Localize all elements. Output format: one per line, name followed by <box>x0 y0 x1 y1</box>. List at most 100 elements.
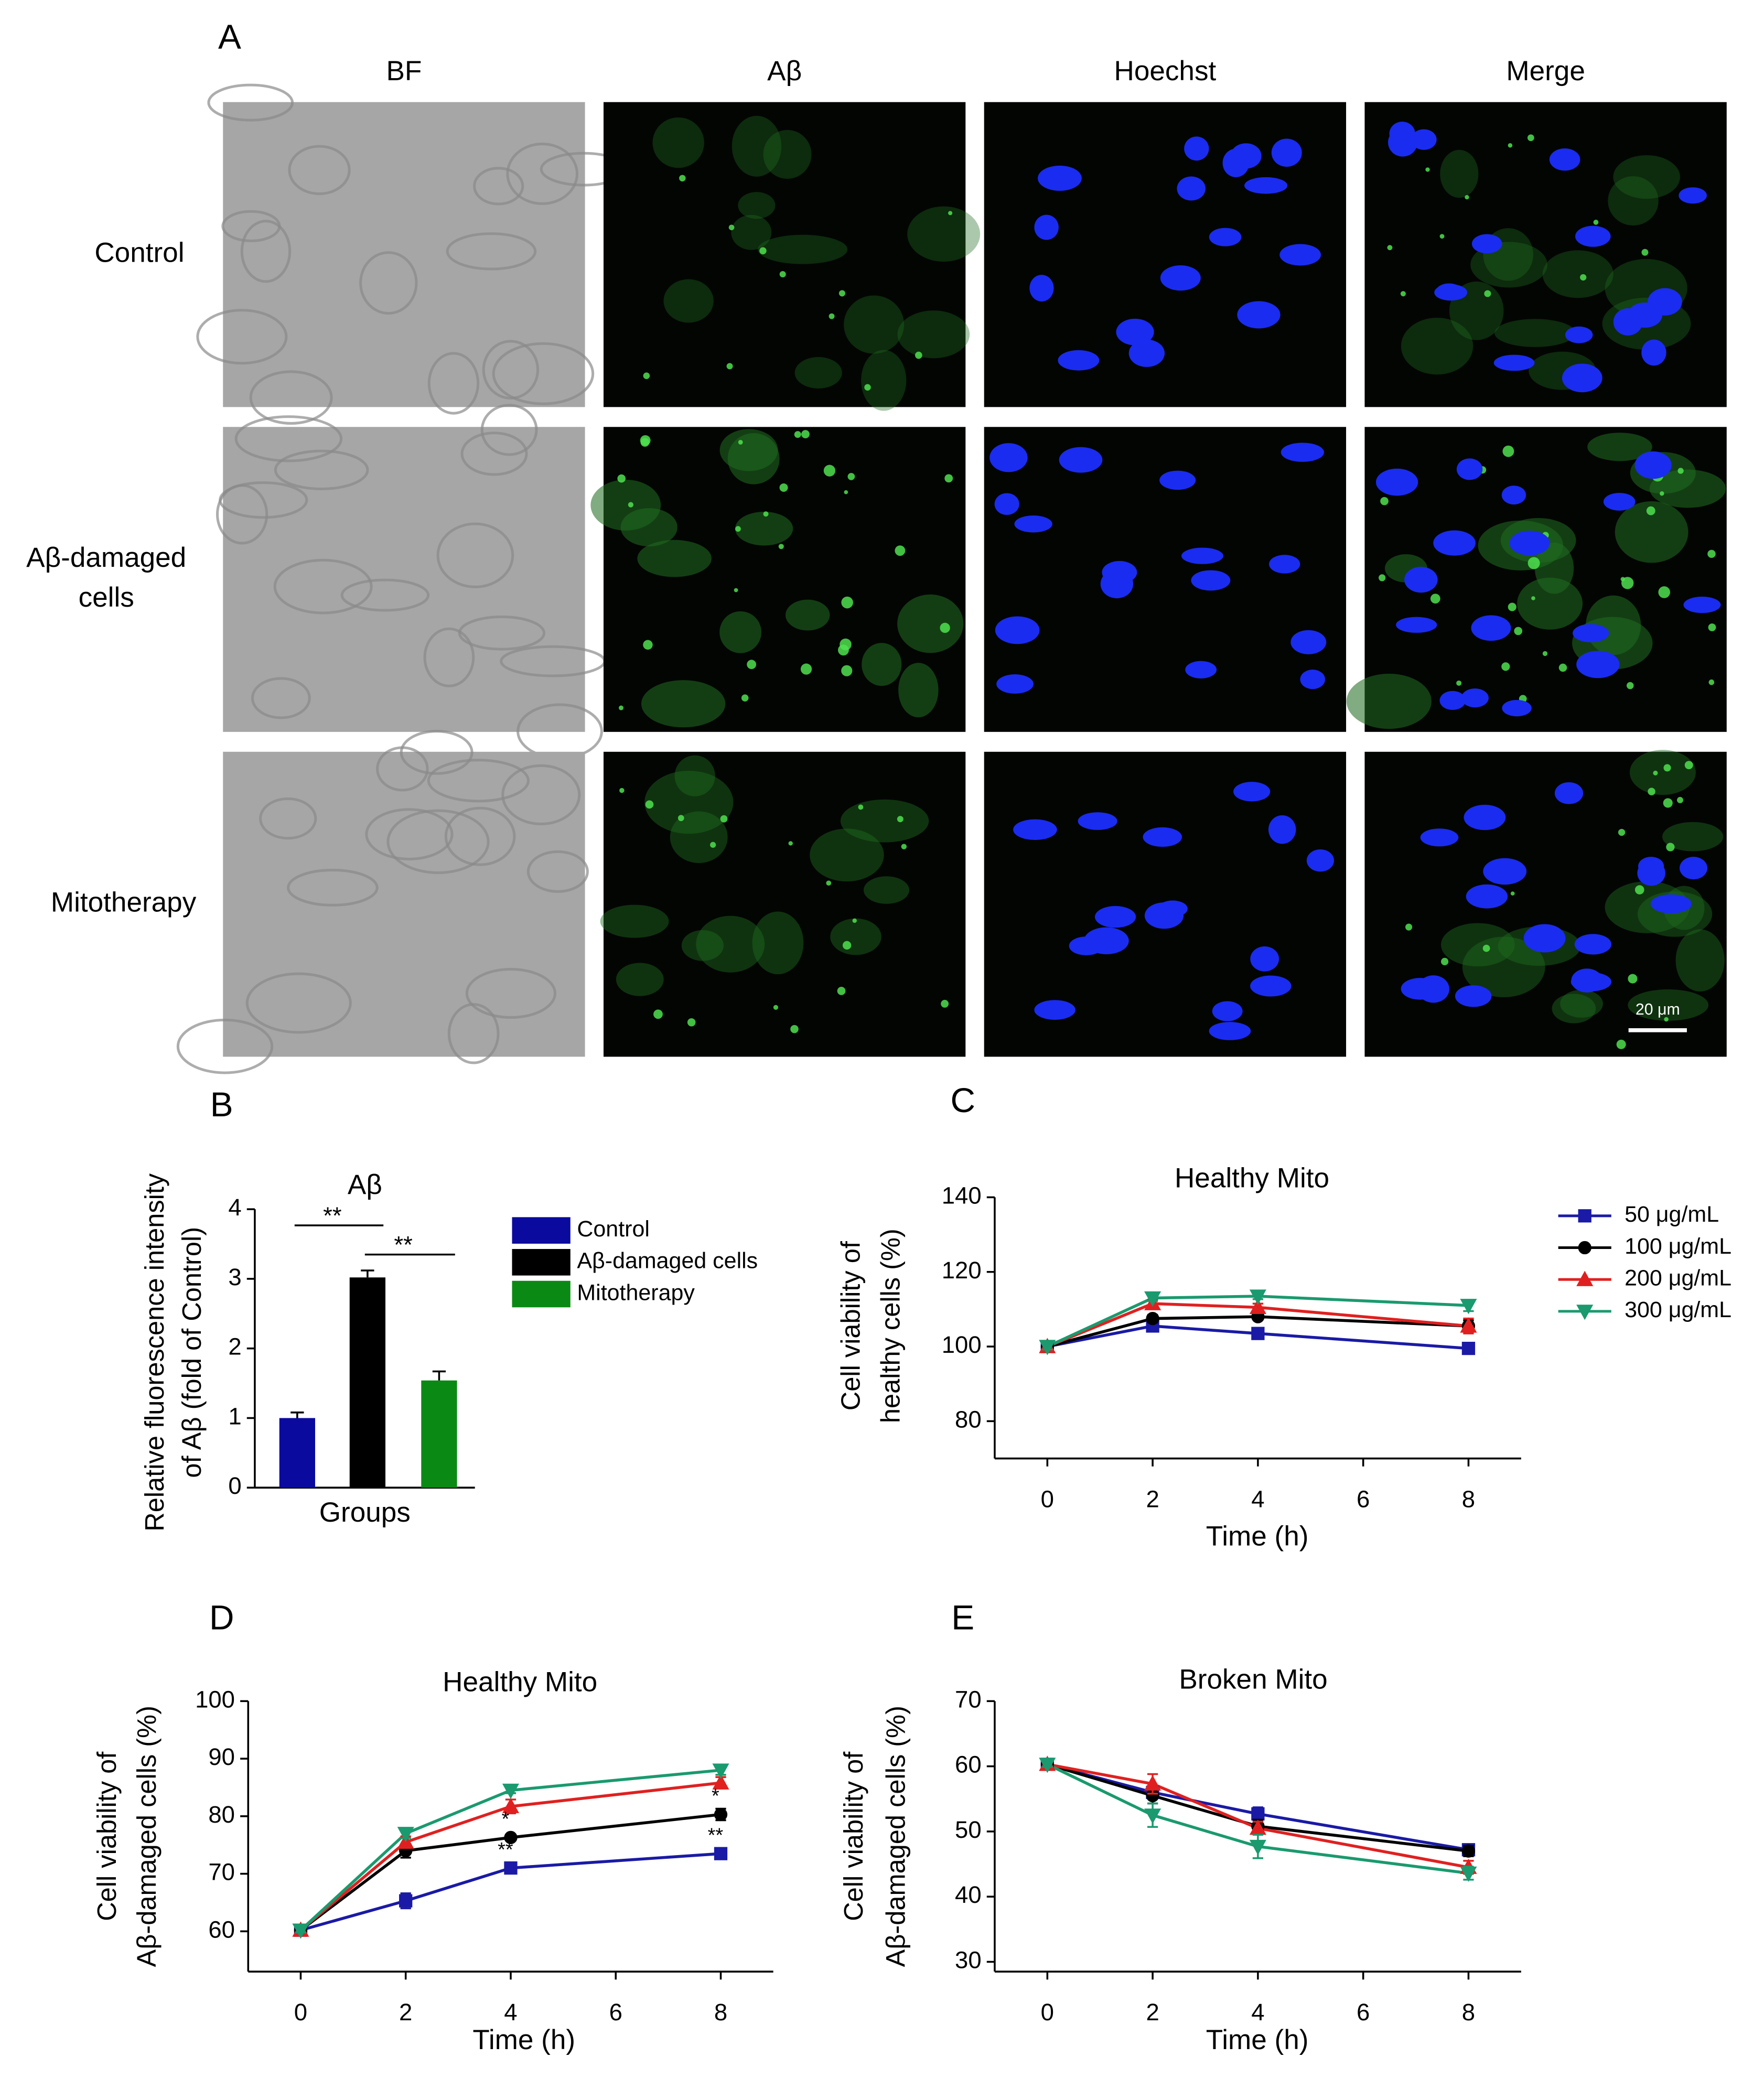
y-axis-label: Aβ-damaged cells (%) <box>881 1706 911 1967</box>
column-header: Merge <box>1506 56 1585 87</box>
puncta <box>1663 764 1671 772</box>
x-tick-label: 4 <box>504 1999 517 2026</box>
nucleus <box>1456 458 1483 480</box>
nucleus <box>1483 858 1527 885</box>
puncta <box>747 660 757 670</box>
cell-body <box>735 511 793 546</box>
cell-body <box>794 357 842 389</box>
series-line <box>1047 1763 1469 1852</box>
puncta <box>735 526 741 532</box>
cell-body <box>1440 923 1515 967</box>
cell-body <box>674 755 715 796</box>
nucleus <box>1058 350 1100 371</box>
nucleus <box>1013 819 1057 841</box>
nucleus <box>1177 176 1206 201</box>
puncta <box>1663 798 1673 808</box>
cell-body <box>652 117 704 168</box>
marker <box>714 1847 728 1860</box>
x-tick-label: 0 <box>1041 1486 1054 1513</box>
puncta <box>1677 796 1683 803</box>
nucleus <box>1434 284 1468 301</box>
cell-body <box>1615 501 1688 563</box>
marker <box>502 1797 520 1813</box>
nucleus <box>1209 1021 1251 1040</box>
error-bar <box>432 1370 446 1381</box>
x-tick-label: 4 <box>1251 1999 1264 2026</box>
cell-outline <box>287 868 379 907</box>
cell-body <box>1675 929 1725 992</box>
marker <box>714 1807 728 1822</box>
nucleus <box>1404 567 1438 593</box>
cell-body <box>897 594 964 653</box>
y-tick-label: 3 <box>228 1264 241 1290</box>
puncta <box>1528 557 1540 569</box>
marker <box>397 1827 414 1843</box>
nucleus <box>1502 699 1532 717</box>
cell-body <box>616 963 664 996</box>
series-line <box>299 1769 721 1932</box>
cell-body <box>1587 433 1652 461</box>
puncta <box>1484 290 1491 297</box>
x-tick-label: 8 <box>714 1999 727 2026</box>
micrograph <box>1364 102 1727 407</box>
y-tick-label: 140 <box>942 1182 982 1209</box>
puncta <box>901 844 907 849</box>
puncta <box>1502 445 1514 457</box>
puncta <box>1677 468 1684 474</box>
nucleus <box>1575 225 1611 247</box>
puncta <box>1708 679 1715 685</box>
nucleus <box>1461 688 1489 708</box>
legend-label: 50 μg/mL <box>1625 1202 1719 1227</box>
nucleus <box>1650 894 1692 913</box>
puncta <box>1425 167 1430 172</box>
x-tick-label: 8 <box>1462 1999 1475 2026</box>
legend-swatch <box>512 1280 571 1308</box>
row-label: cells <box>79 582 134 613</box>
marker <box>1460 1299 1477 1315</box>
nucleus <box>1159 470 1196 490</box>
puncta <box>653 1009 663 1019</box>
cell-body <box>830 918 881 955</box>
cell-body <box>785 599 830 631</box>
y-tick-label: 60 <box>955 1751 982 1778</box>
nucleus <box>1455 985 1492 1007</box>
y-tick-label: 0 <box>228 1472 241 1499</box>
puncta <box>844 490 848 494</box>
micrograph <box>223 102 585 407</box>
puncta <box>1707 550 1716 558</box>
puncta <box>643 372 650 379</box>
puncta <box>759 247 767 255</box>
nucleus <box>1396 617 1437 633</box>
marker <box>1461 1341 1476 1355</box>
puncta <box>1482 944 1490 952</box>
puncta <box>895 545 906 556</box>
nucleus <box>1439 691 1466 710</box>
y-tick-label: 70 <box>955 1686 982 1712</box>
cell-outline <box>240 220 292 283</box>
x-tick-label: 8 <box>1462 1486 1475 1513</box>
nucleus <box>1562 363 1602 393</box>
cell-body <box>1534 542 1574 594</box>
nucleus <box>1014 515 1052 533</box>
cell-outline <box>196 309 288 365</box>
marker <box>1039 1340 1056 1355</box>
nucleus <box>1565 326 1593 343</box>
cell-body <box>1552 994 1596 1024</box>
puncta <box>1620 577 1625 581</box>
cell-body <box>1560 989 1603 1018</box>
series-line <box>299 1813 721 1932</box>
puncta <box>1660 491 1664 496</box>
y-tick-label: 4 <box>228 1194 241 1221</box>
cell-outline <box>340 578 430 612</box>
nucleus <box>1181 547 1223 564</box>
nucleus <box>1417 975 1449 1003</box>
significance-label: * <box>501 1808 509 1830</box>
nucleus <box>1493 354 1535 371</box>
panel-label: A <box>218 17 241 56</box>
cell-outline <box>506 143 579 205</box>
puncta <box>763 511 769 517</box>
puncta <box>915 351 922 359</box>
cell-body <box>1517 577 1583 630</box>
puncta <box>619 788 625 793</box>
